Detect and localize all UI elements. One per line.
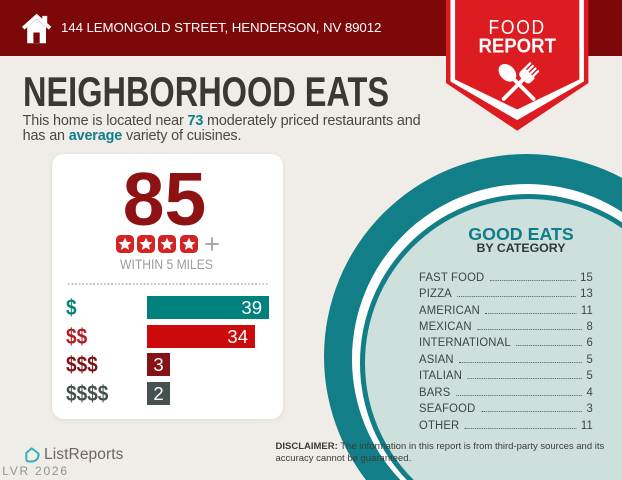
svg-text:FOOD: FOOD xyxy=(489,17,547,39)
svg-text:BY CATEGORY: BY CATEGORY xyxy=(477,241,566,255)
svg-text:GOOD EATS: GOOD EATS xyxy=(468,224,574,244)
svg-text:REPORT: REPORT xyxy=(479,35,557,57)
